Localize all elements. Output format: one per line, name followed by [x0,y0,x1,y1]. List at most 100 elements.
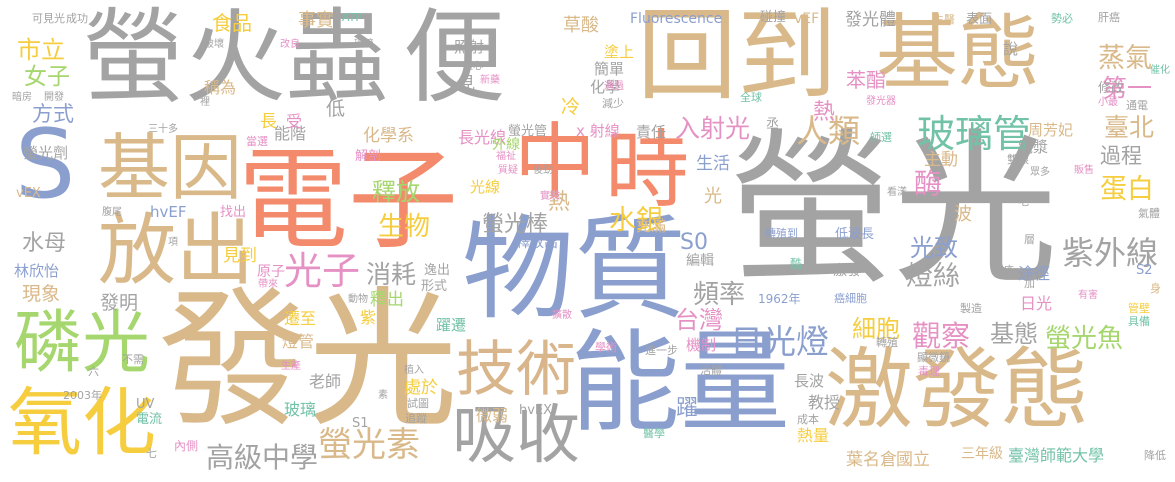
word-waixian: 外線 [492,137,520,153]
word-chang: 長 [260,112,277,132]
word-chengwei: 稱為 [204,78,237,97]
word-shipin: 食品 [212,11,252,35]
word-guocheng: 過程 [1100,144,1142,168]
word-jizhi: 機制 [686,336,717,354]
word-shou: 受 [286,112,303,131]
word-fuzhi: 福祉 [496,151,516,162]
word-shaixuan: 師選 [870,131,892,144]
word-shenghuo: 生活 [696,154,730,174]
word-shishi: 事實 [298,10,334,31]
word-jian: 見 [458,74,475,94]
word-zhong: 中 [514,115,597,210]
word-ceng: 層 [1024,233,1035,246]
word-chongman: 充滿 [636,217,667,235]
word-re-tan: 熱 [548,190,571,215]
word-yemingcang: 葉名倉 [846,450,897,470]
word-nengliang: 能量 [570,319,790,447]
word-yue: 躍 [676,396,699,421]
word-uv: UV [136,397,155,412]
word-faguangqi: 發光器 [866,96,896,107]
word-yinghuochong: 螢火蟲 [82,0,388,118]
word-bian: 便 [403,0,505,118]
word-xshexian: x 射線 [576,122,620,140]
word-shengwu: 生物 [378,212,431,242]
word-shida: 臺灣師範大學 [1008,446,1105,465]
word-tongdian: 通電 [1126,99,1148,112]
word-xiang: 項 [168,237,178,248]
word-guancha: 觀察 [912,319,971,353]
word-qiti: 氣體 [1138,207,1160,220]
word-dengsi: 燈絲 [906,261,960,292]
word-nvzi: 女子 [24,64,70,90]
word-leng: 冷 [561,96,581,118]
word-zhuanzhi: 轉殖 [876,336,898,349]
word-shuiyin: 水銀 [609,205,663,236]
word-yuanzi: 原子 [257,264,285,280]
word-zhuanzhidao: 轉殖到 [765,227,798,240]
word-duli: 毒理 [918,365,940,378]
word-riguang: 日光 [1020,294,1053,313]
word-wuzhi: 物質 [462,205,686,335]
word-anfang: 暗房 [12,92,32,103]
word-huaxue: 化學 [590,78,621,96]
word-liu: 六 [88,365,99,378]
word-xiugai: 修改 [1098,81,1125,96]
word-linguang: 磷光 [14,304,151,383]
word-weiruo: 微弱 [476,406,509,425]
word-dongwu: 動物 [348,294,368,305]
word-guoli: 國立 [896,450,930,470]
word-dianzi: 電子 [238,136,458,264]
word-yingguangyu: 螢光魚 [1045,324,1124,354]
word-yingguangji: 螢光劑 [23,144,69,162]
word-xibao: 細胞 [852,315,900,343]
word-boli: 玻璃 [284,400,317,419]
word-jifa: 激發 [833,263,861,279]
word-faming: 發明 [100,292,139,314]
word-jubei: 具備 [1128,315,1150,328]
word-atp: ATP [342,11,363,24]
word-guangzi: 光子 [284,249,361,293]
word-fanshou: 販售 [1074,165,1094,176]
word-dangxuan: 當選 [246,135,268,148]
word-guanbi: 管壁 [1128,302,1150,315]
word-shengchan: 生產 [281,361,301,372]
word-yixue: 醫學 [643,427,665,440]
word-jiepou: 解剖 [355,149,382,164]
word-zhiru: 植入 [404,365,424,376]
word-shuo: 說 [1003,40,1019,58]
word-jiangdi: 降低 [1144,449,1166,462]
word-shen: 身 [1150,282,1161,295]
word-jifatai: 激發態 [825,338,1090,441]
word-qianzhi: 遷至 [284,309,317,328]
word-aixibao: 癌細胞 [834,292,867,305]
word-mao: 毛 [1018,195,1029,208]
word-taibei: 臺北 [1104,113,1155,142]
word-guangzhi: 光致 [910,234,958,262]
word-dengguan: 燈管 [282,332,315,351]
word-renlei: 人類 [796,112,861,150]
word-zeren: 責任 [636,123,667,141]
word-tongguo: 通過 [604,81,624,92]
word-re-pink: 熱 [813,100,836,125]
word-cheng: 丞 [766,117,780,132]
word-hvex: hvEX [519,403,553,418]
word-gan-ai: 肝癌 [1098,11,1120,24]
word-zi: 紫 [360,308,377,327]
word-s0: S0 [680,230,708,255]
word-buxu: 不需 [122,353,144,366]
word-bianji: 編輯 [686,253,714,269]
word-shibi: 勢必 [1051,12,1073,25]
word-jiandao: 見到 [223,246,257,266]
word-shifangchu: 釋放出 [516,235,558,251]
word-benzhi: 苯酯 [846,68,886,92]
word-yichu: 逸出 [424,263,451,278]
word-xianweijing: 顯微鏡 [917,351,950,364]
word-jiandan: 簡單 [594,60,625,78]
word-shengyi: 生醫 [933,13,955,26]
word-fluorescence: Fluorescence [630,11,723,27]
word-sannianji: 三年級 [961,446,1003,462]
word-jianshao: 減少 [602,97,624,110]
word-danbai: 蛋白 [1100,174,1154,205]
word-youhai: 有害 [1078,290,1098,301]
word-zhongduo: 眾多 [1030,167,1050,178]
